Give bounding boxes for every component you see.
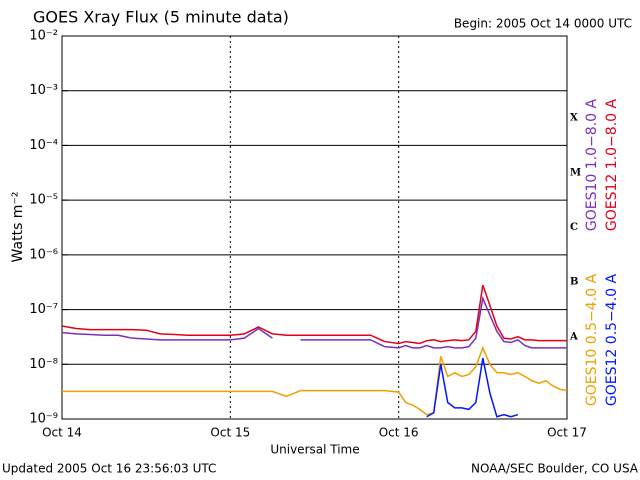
y-tick-label: 10⁻³ bbox=[29, 83, 58, 98]
legend-entry: GOES10 1.0−8.0 A bbox=[584, 99, 600, 232]
series-line bbox=[62, 345, 567, 416]
plot-frame bbox=[61, 35, 568, 420]
legend-entry: GOES10 0.5−4.0 A bbox=[584, 274, 600, 407]
footer-right: NOAA/SEC Boulder, CO USA bbox=[471, 462, 639, 476]
footer-left: Updated 2005 Oct 16 23:56:03 UTC bbox=[2, 462, 216, 476]
flare-class-label: B bbox=[570, 277, 578, 288]
x-tick-label: Oct 16 bbox=[379, 426, 419, 440]
x-tick-label: Oct 14 bbox=[42, 426, 82, 440]
y-tick-label: 10⁻⁷ bbox=[29, 302, 58, 317]
x-tick-label: Oct 17 bbox=[547, 426, 587, 440]
y-tick-label: 10⁻² bbox=[29, 29, 58, 44]
y-tick-label: 10⁻⁶ bbox=[29, 247, 58, 262]
series-line bbox=[62, 284, 567, 345]
subtitle: Begin: 2005 Oct 14 0000 UTC bbox=[454, 17, 632, 31]
plot-lines bbox=[62, 284, 567, 418]
legend-entry: GOES12 0.5−4.0 A bbox=[604, 274, 620, 407]
flare-class-label: X bbox=[570, 113, 578, 124]
flare-class-label: M bbox=[570, 167, 581, 178]
flare-class-label: C bbox=[570, 222, 578, 233]
y-tick-label: 10⁻⁸ bbox=[29, 357, 58, 372]
chart-title: GOES Xray Flux (5 minute data) bbox=[33, 8, 289, 27]
series-line bbox=[62, 295, 567, 349]
x-axis-label: Universal Time bbox=[270, 443, 359, 457]
y-axis-label: Watts m⁻² bbox=[10, 192, 26, 263]
x-tick-label: Oct 15 bbox=[210, 426, 250, 440]
y-tick-label: 10⁻⁹ bbox=[29, 412, 58, 427]
legend-entry: GOES12 1.0−8.0 A bbox=[604, 99, 620, 232]
series-line bbox=[426, 357, 519, 418]
y-tick-label: 10⁻⁴ bbox=[29, 138, 58, 153]
flare-class-label: A bbox=[569, 331, 578, 342]
y-tick-label: 10⁻⁵ bbox=[29, 193, 58, 208]
